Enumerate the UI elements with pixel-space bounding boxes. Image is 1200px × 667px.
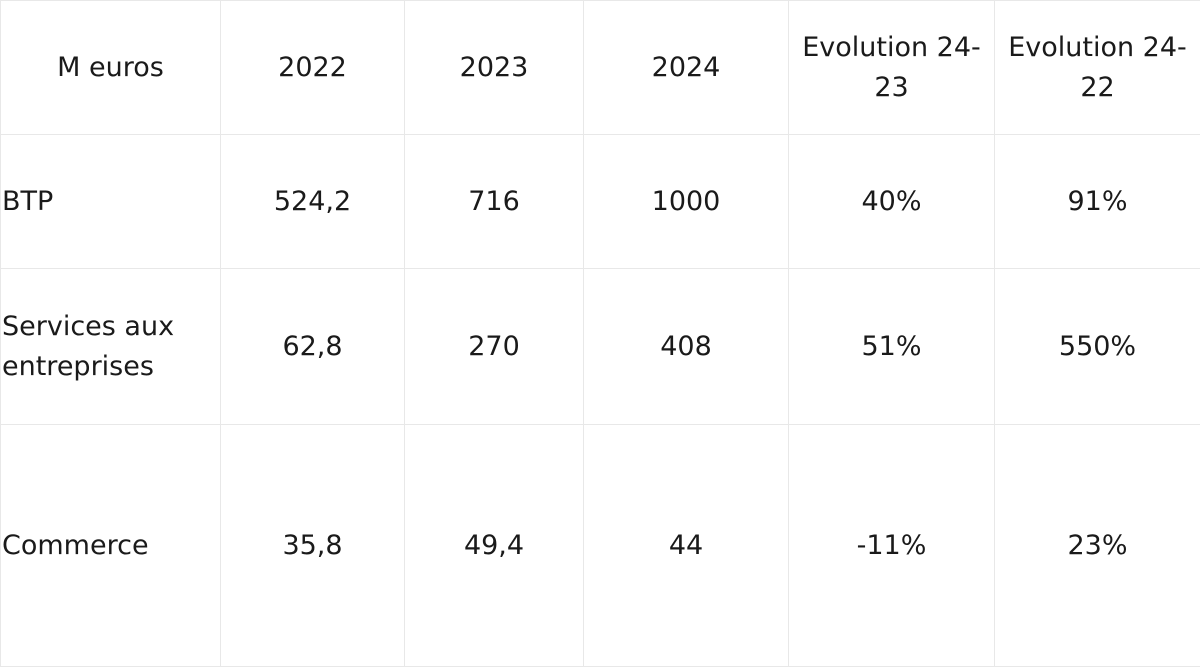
table-row: Services aux entreprises 62,8 270 408 51… xyxy=(1,269,1200,425)
table-cell: 1000 xyxy=(584,135,789,269)
table-cell: 49,4 xyxy=(405,425,584,667)
row-label-services: Services aux entreprises xyxy=(1,269,221,425)
column-header-evolution-24-23: Evolution 24-23 xyxy=(789,1,995,135)
column-header-2022: 2022 xyxy=(221,1,405,135)
table-cell: -11% xyxy=(789,425,995,667)
table-cell: 51% xyxy=(789,269,995,425)
table-cell: 550% xyxy=(995,269,1200,425)
column-header-unit: M euros xyxy=(1,1,221,135)
table-cell: 62,8 xyxy=(221,269,405,425)
row-label-commerce: Commerce xyxy=(1,425,221,667)
table-cell: 23% xyxy=(995,425,1200,667)
table-cell: 270 xyxy=(405,269,584,425)
table-cell: 35,8 xyxy=(221,425,405,667)
table-cell: 716 xyxy=(405,135,584,269)
table-cell: 40% xyxy=(789,135,995,269)
column-header-2024: 2024 xyxy=(584,1,789,135)
table-header-row: M euros 2022 2023 2024 Evolution 24-23 E… xyxy=(1,1,1200,135)
table-cell: 524,2 xyxy=(221,135,405,269)
table-cell: 408 xyxy=(584,269,789,425)
table-row: Commerce 35,8 49,4 44 -11% 23% xyxy=(1,425,1200,667)
row-label-btp: BTP xyxy=(1,135,221,269)
table-row: BTP 524,2 716 1000 40% 91% xyxy=(1,135,1200,269)
table-cell: 44 xyxy=(584,425,789,667)
column-header-2023: 2023 xyxy=(405,1,584,135)
column-header-evolution-24-22: Evolution 24-22 xyxy=(995,1,1200,135)
table-cell: 91% xyxy=(995,135,1200,269)
